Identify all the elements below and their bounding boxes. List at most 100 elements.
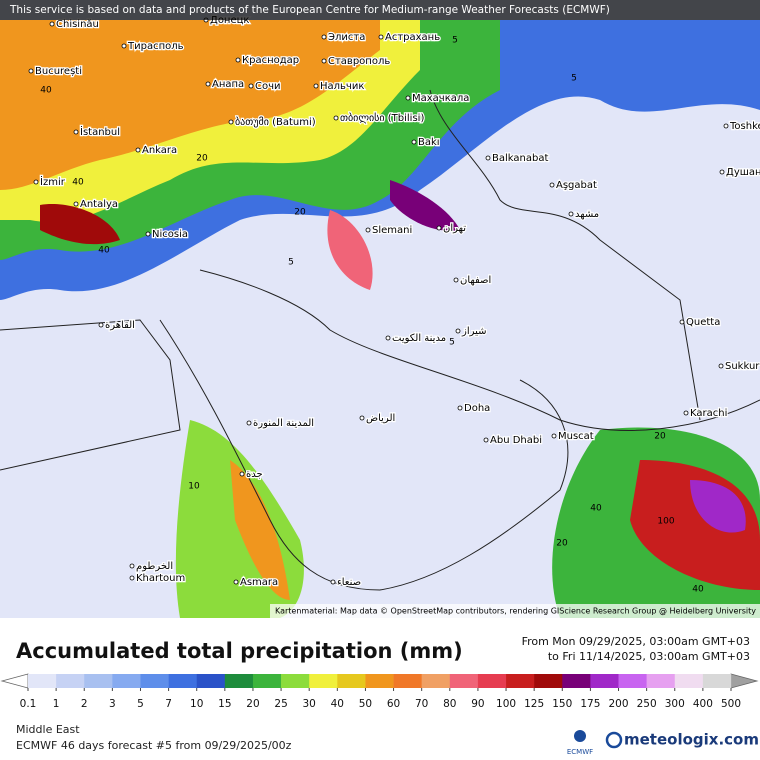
city-label: თბილისი (Tbilisi) [340,112,424,124]
rain-area [230,460,290,600]
city-marker [98,322,104,328]
city-label: Quetta [686,317,720,328]
colorbar-label: 7 [165,698,172,710]
border [429,89,701,421]
city-label: Сочи [255,81,281,92]
city-marker [453,277,459,283]
city-label: Antalya [80,199,118,210]
colorbar-label: 40 [331,698,344,710]
city-marker [321,58,327,64]
city-label: Ставрополь [328,56,390,67]
city-marker [568,211,574,217]
city-label: Махачкала [412,93,469,104]
colorbar-label: 150 [552,698,572,710]
city-label: Душанбе [726,167,760,178]
colorbar-swatch [477,674,507,688]
city-marker [73,129,79,135]
colorbar-swatch [281,674,310,688]
contour-label: 40 [590,504,602,514]
contour-label: 20 [556,539,568,549]
contour-label: 5 [452,36,458,46]
border [0,319,181,471]
colorbar-swatch [84,674,113,688]
colorbar-label: 100 [496,698,516,710]
city-marker [385,335,391,341]
colorbar-label: 5 [137,698,144,710]
city-marker [405,95,411,101]
colorbar-swatch [168,674,198,688]
city-marker [129,563,135,569]
colorbar-label: 175 [580,698,600,710]
city-marker [457,405,463,411]
city-label: Нальчик [320,81,364,92]
colorbar-label: 1 [53,698,60,710]
city-marker [121,43,127,49]
colorbar-swatch [646,674,676,688]
colorbar-swatch [702,674,732,688]
colorbar-label: 20 [246,698,259,710]
colorbar-label: 500 [721,698,741,710]
city-marker [679,319,685,325]
colorbar-swatch [56,674,85,688]
city-marker [330,579,336,585]
colorbar-label: 200 [608,698,628,710]
colorbar-swatch [196,674,226,688]
city-marker [683,410,689,416]
city-label: مدينة الكويت [392,333,446,344]
city-label: Nicosia [152,229,188,240]
colorbar-over [730,673,759,689]
period-from: From Mon 09/29/2025, 03:00am GMT+03 [522,635,750,648]
colorbar-swatch [618,674,647,688]
meteologix-logo: meteologix.com [624,731,759,749]
city-marker [135,147,141,153]
colorbar-swatch [28,674,57,688]
city-marker [145,231,151,237]
city-label: Aşgabat [556,180,597,191]
contour-label: 5 [449,338,455,348]
city-marker [239,471,245,477]
city-label: Элиста [328,32,365,43]
colorbar-swatch [252,674,282,688]
colorbar-label: 3 [109,698,116,710]
city-label: تهران [443,223,466,234]
city-label: القاهرة [105,320,135,331]
city-label: الخرطوم [136,561,173,572]
city-marker [73,201,79,207]
city-label: ბათუმი (Batumi) [235,116,316,128]
colorbar-label: 2 [81,698,88,710]
rain-area [0,20,380,190]
contour-label: 20 [654,432,666,442]
contour-label: 40 [40,86,52,96]
colorbar-label: 70 [415,698,428,710]
city-label: Balkanabat [492,153,548,164]
banner: This service is based on data and produc… [9,4,610,16]
colorbar-swatch [337,674,366,688]
colorbar-swatch [140,674,169,688]
contour-label: 20 [294,208,306,218]
city-marker [551,433,557,439]
colorbar-label: 15 [218,698,231,710]
city-label: Doha [464,403,490,414]
city-label: Karachi [690,408,727,419]
colorbar-swatch [506,674,535,688]
title: Accumulated total precipitation (mm) [16,639,463,663]
coastline [159,319,569,591]
city-marker [235,57,241,63]
city-marker [233,579,239,585]
city-label: Sukkur [725,361,760,372]
colorbar-swatch [365,674,394,688]
colorbar-label: 400 [693,698,713,710]
contour-label: 20 [196,154,208,164]
contour-label: 40 [72,178,84,188]
city-label: Ankara [142,145,177,156]
city-label: Toshkent [729,121,760,132]
city-marker [248,83,254,89]
city-marker [718,363,724,369]
city-label: Khartoum [136,573,185,584]
colorbar-label: 25 [274,698,287,710]
ecmwf-logo-icon [574,730,586,742]
period-to: to Fri 11/14/2025, 03:00am GMT+03 [548,650,750,663]
city-marker [365,227,371,233]
legend: Accumulated total precipitation (mm) Fro… [0,635,759,756]
